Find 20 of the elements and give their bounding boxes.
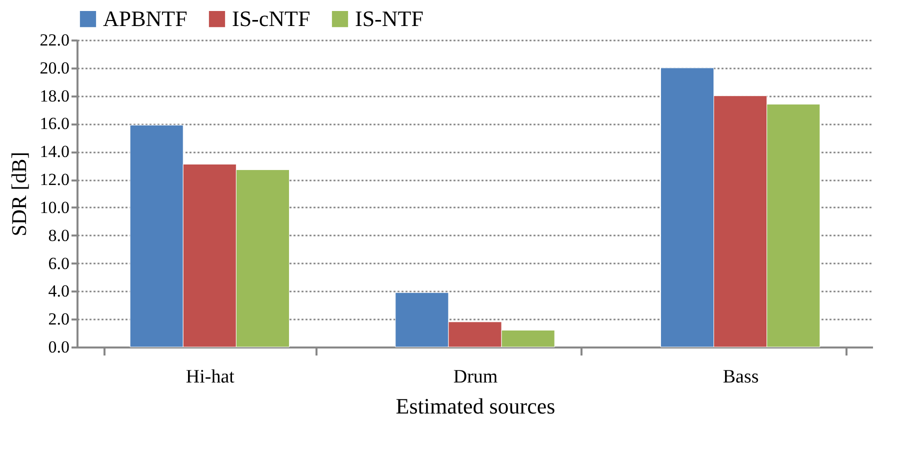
y-tick-label: 6.0	[48, 254, 70, 273]
y-tick-label: 22.0	[40, 30, 70, 50]
x-tick-label: Bass	[722, 366, 759, 388]
y-tick-label: 12.0	[40, 170, 70, 190]
y-tick-label: 10.0	[40, 198, 70, 217]
y-tick-label: 20.0	[40, 58, 70, 78]
y-tick-label: 8.0	[48, 226, 70, 245]
legend-label: IS-cNTF	[232, 6, 310, 31]
y-tick-label: 2.0	[48, 310, 70, 329]
y-tick-label: 4.0	[48, 282, 70, 301]
x-tick-label: Drum	[453, 366, 498, 388]
x-tick-label: Hi-hat	[186, 366, 236, 388]
y-tick-label: 14.0	[40, 142, 70, 162]
legend-label: IS-NTF	[355, 6, 424, 31]
x-axis-title: Estimated sources	[396, 394, 556, 418]
legend-label: APBNTF	[103, 6, 188, 31]
y-tick-label: 16.0	[40, 114, 70, 134]
y-tick-label: 0.0	[48, 338, 70, 356]
y-axis-title: SDR [dB]	[6, 152, 31, 236]
y-tick-label: 18.0	[40, 86, 70, 106]
